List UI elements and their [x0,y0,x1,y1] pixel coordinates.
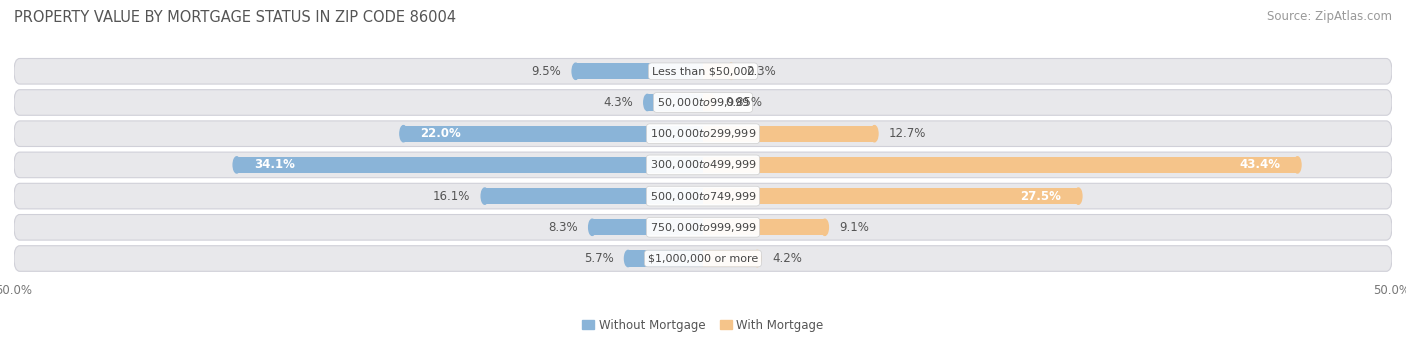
Text: 4.2%: 4.2% [772,252,801,265]
FancyBboxPatch shape [14,121,1392,147]
Circle shape [707,95,714,110]
Bar [647,95,703,110]
Bar [628,250,703,267]
Circle shape [754,250,761,267]
Circle shape [870,125,877,142]
Text: 8.3%: 8.3% [548,221,578,234]
Text: 5.7%: 5.7% [583,252,613,265]
Text: $300,000 to $499,999: $300,000 to $499,999 [650,158,756,171]
Circle shape [589,219,596,235]
Text: 9.1%: 9.1% [839,221,869,234]
FancyBboxPatch shape [14,58,1392,84]
Text: 22.0%: 22.0% [420,127,461,140]
Bar [236,157,703,173]
Bar [703,95,711,110]
Circle shape [481,188,488,204]
Bar [703,188,1078,204]
Text: 27.5%: 27.5% [1021,190,1062,203]
Bar [404,125,703,142]
Text: 16.1%: 16.1% [433,190,470,203]
Legend: Without Mortgage, With Mortgage: Without Mortgage, With Mortgage [578,314,828,337]
Text: 43.4%: 43.4% [1239,158,1281,171]
Bar [703,63,731,80]
Circle shape [1294,157,1301,173]
Text: 12.7%: 12.7% [889,127,927,140]
Text: $750,000 to $999,999: $750,000 to $999,999 [650,221,756,234]
Circle shape [624,250,631,267]
Circle shape [1074,188,1083,204]
Text: 4.3%: 4.3% [603,96,633,109]
Bar [592,219,703,235]
Circle shape [644,95,651,110]
Text: $500,000 to $749,999: $500,000 to $749,999 [650,190,756,203]
Text: Less than $50,000: Less than $50,000 [652,66,754,76]
Circle shape [821,219,828,235]
Circle shape [233,157,240,173]
Circle shape [399,125,406,142]
FancyBboxPatch shape [14,215,1392,240]
Text: 9.5%: 9.5% [531,65,561,78]
Text: $100,000 to $299,999: $100,000 to $299,999 [650,127,756,140]
FancyBboxPatch shape [14,152,1392,178]
Text: 2.3%: 2.3% [745,65,776,78]
Bar [575,63,703,80]
Bar [703,219,825,235]
FancyBboxPatch shape [14,90,1392,115]
Text: Source: ZipAtlas.com: Source: ZipAtlas.com [1267,10,1392,23]
Text: PROPERTY VALUE BY MORTGAGE STATUS IN ZIP CODE 86004: PROPERTY VALUE BY MORTGAGE STATUS IN ZIP… [14,10,456,25]
Text: 0.85%: 0.85% [725,96,762,109]
Text: $50,000 to $99,999: $50,000 to $99,999 [657,96,749,109]
Circle shape [572,63,579,80]
Bar [485,188,703,204]
Bar [703,250,758,267]
Text: $1,000,000 or more: $1,000,000 or more [648,254,758,264]
Bar [703,157,1298,173]
FancyBboxPatch shape [14,246,1392,271]
FancyBboxPatch shape [14,183,1392,209]
Text: 34.1%: 34.1% [254,158,295,171]
Circle shape [727,63,735,80]
Bar [703,125,875,142]
